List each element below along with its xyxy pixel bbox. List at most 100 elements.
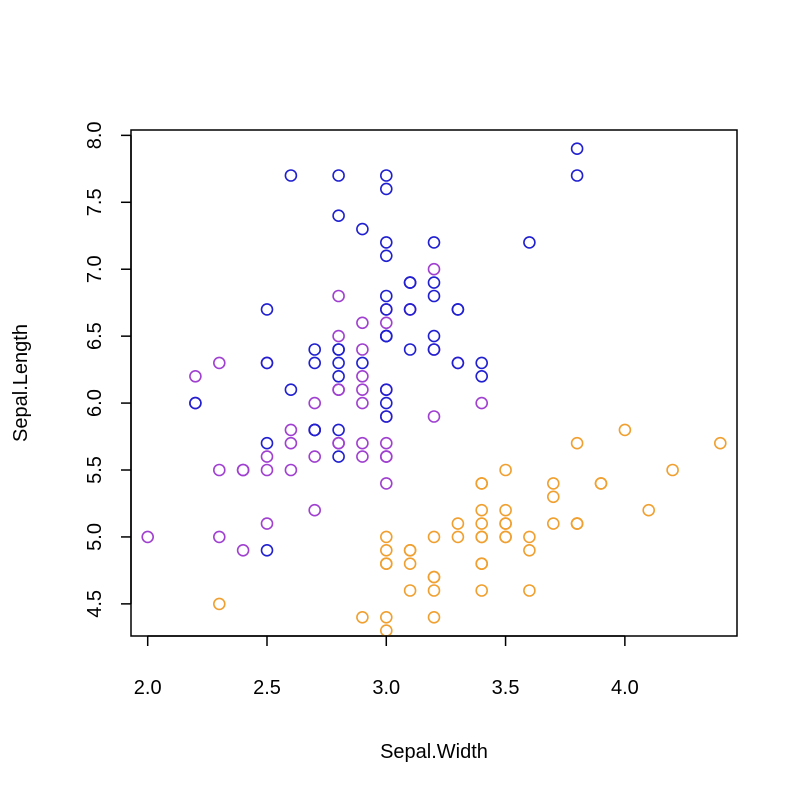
data-point [236,463,250,477]
data-point [427,289,441,303]
data-point [260,356,274,370]
data-point [284,383,298,397]
data-point [356,436,369,450]
data-point [260,303,274,316]
data-point [570,169,584,182]
x-tick-label: 3.0 [372,677,400,699]
data-point [379,477,393,490]
data-point [427,410,441,423]
data-point [403,303,417,316]
data-point [403,343,417,356]
data-point [379,436,393,450]
data-point [332,169,345,182]
data-point [475,584,489,597]
data-point [379,289,393,303]
data-point [332,209,345,222]
x-tick-label: 2.0 [134,677,162,699]
data-point [427,329,441,343]
y-tick-label: 6.0 [84,389,106,417]
data-point [213,530,226,544]
data-point [427,530,441,544]
data-point [427,610,441,624]
data-point [523,236,536,249]
data-point [618,423,632,437]
y-axis-label: Sepal.Length [10,324,32,442]
data-point [475,356,489,370]
data-point [475,477,489,490]
data-point [403,557,417,571]
data-point [427,343,441,356]
data-point [379,316,393,330]
data-point [475,517,489,530]
data-point [427,276,441,289]
data-point [332,329,345,343]
data-point [308,503,322,517]
data-point [356,316,369,330]
data-point [308,396,322,410]
y-tick-label: 5.5 [84,456,106,484]
y-tick-label: 4.5 [84,590,106,618]
data-point [403,543,417,557]
y-tick-label: 7.0 [84,255,106,283]
data-point [523,584,536,597]
data-point [523,530,536,544]
data-point [332,436,345,450]
data-point [475,530,489,544]
data-point [189,369,202,383]
data-point [499,503,512,517]
data-point [379,182,393,196]
data-point [213,356,226,370]
data-point [332,289,345,303]
data-point [379,557,393,571]
data-point [546,477,560,490]
data-point [379,450,393,463]
data-point [427,584,441,597]
data-point [379,396,393,410]
data-point [713,436,727,450]
data-point [189,396,202,410]
data-point [427,262,441,276]
data-point [356,396,369,410]
x-tick-label: 3.5 [492,677,520,699]
y-tick-label: 6.5 [84,322,106,350]
data-point [523,543,536,557]
data-point [666,463,679,477]
data-point [332,423,345,437]
data-point [570,436,584,450]
data-point [451,303,465,316]
points-layer [141,142,727,637]
data-point [499,463,512,477]
data-point [260,463,274,477]
data-point [308,343,322,356]
y-tick-label: 5.0 [84,523,106,551]
data-point [308,450,322,463]
data-point [213,463,226,477]
data-point [379,624,393,637]
data-point [141,530,154,544]
data-point [546,490,560,504]
data-point [403,584,417,597]
data-point [427,236,441,249]
x-tick-label: 2.5 [253,677,281,699]
data-point [642,503,656,517]
data-point [570,517,584,530]
data-point [451,517,465,530]
data-point [379,303,393,316]
data-point [332,383,345,397]
y-axis: 4.5 5.0 5.5 6.0 6.5 7.0 7.5 8.0 [84,121,132,618]
data-point [451,356,465,370]
data-point [379,329,393,343]
data-point [332,450,345,463]
x-tick-label: 4.0 [611,677,639,699]
data-point [499,530,512,544]
data-point [475,396,489,410]
data-point [499,517,512,530]
data-point [451,530,465,544]
data-point [594,477,608,490]
data-point [356,343,369,356]
data-point [260,450,274,463]
data-point [403,276,417,289]
data-point [236,543,250,557]
data-point [213,597,226,611]
data-point [332,343,345,356]
